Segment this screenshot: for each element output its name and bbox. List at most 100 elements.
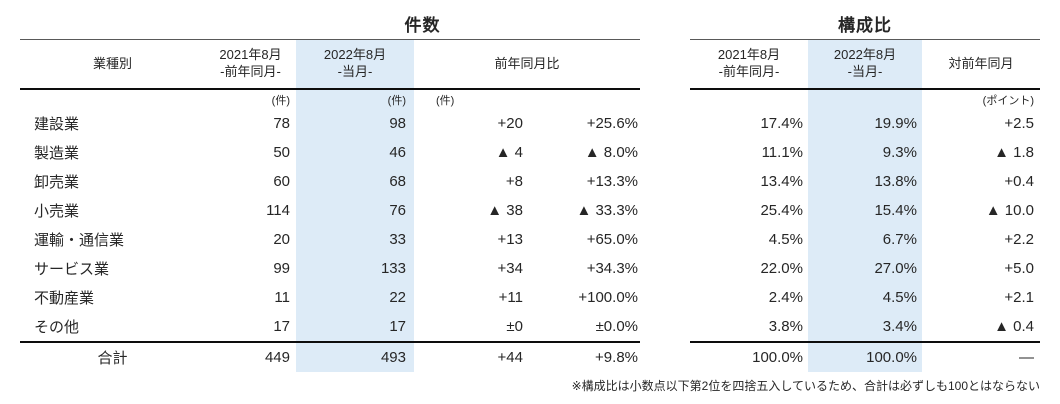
value-cell: 33: [296, 225, 414, 254]
table-row: 13.4% 13.8% +0.4: [690, 167, 1040, 196]
value-cell: +34.3%: [586, 260, 638, 277]
value-cell: 46: [296, 138, 414, 167]
value-cell: +44: [497, 349, 523, 366]
unit-label: (件): [296, 90, 414, 109]
total-row: 100.0% 100.0% —: [690, 341, 1040, 372]
table-row: 運輸・通信業 20 33 +13 +65.0%: [20, 225, 640, 254]
table-row: 11.1% 9.3% ▲ 1.8: [690, 138, 1040, 167]
table-row: その他 17 17 ±0 ±0.0%: [20, 312, 640, 341]
value-cell: 15.4%: [808, 196, 922, 225]
value-cell: +13: [497, 231, 523, 248]
table-row: 4.5% 6.7% +2.2: [690, 225, 1040, 254]
value-cell: ▲ 4: [495, 144, 523, 161]
value-cell: +25.6%: [586, 115, 638, 132]
composition-unit-row: (ポイント): [690, 90, 1040, 109]
value-cell: ▲ 33.3%: [576, 202, 638, 219]
table-row: サービス業 99 133 +34 +34.3%: [20, 254, 640, 283]
table-row: 22.0% 27.0% +5.0: [690, 254, 1040, 283]
value-cell: 17: [296, 312, 414, 341]
value-cell: 25.4%: [760, 202, 803, 219]
value-cell: 99: [273, 260, 290, 277]
counts-table: 件数 業種別 2021年8月 -前年同月- 2022年8月 -当月- 前年同月比…: [20, 8, 640, 372]
value-cell: ▲ 38: [487, 202, 523, 219]
value-cell: +65.0%: [586, 231, 638, 248]
col-header-2022-counts: 2022年8月 -当月-: [296, 40, 414, 88]
value-cell: +2.1: [1004, 289, 1034, 306]
col-header-yoy-counts: 前年同月比: [494, 55, 560, 71]
table-row: 製造業 50 46 ▲ 4 ▲ 8.0%: [20, 138, 640, 167]
table-row: 25.4% 15.4% ▲ 10.0: [690, 196, 1040, 225]
value-cell: 50: [273, 144, 290, 161]
value-cell: 98: [296, 109, 414, 138]
composition-table-body: 17.4% 19.9% +2.5 11.1% 9.3% ▲ 1.8 13.4% 13.8% +0…: [690, 109, 1040, 372]
unit-label: (件): [436, 94, 455, 107]
table-row: 小売業 114 76 ▲ 38 ▲ 33.3%: [20, 196, 640, 225]
row-label: 不動産業: [34, 290, 95, 307]
value-cell: 13.8%: [808, 167, 922, 196]
table-title-kensu: 件数: [20, 8, 640, 40]
table-title-kouseihi: 構成比: [690, 8, 1040, 40]
value-cell: ▲ 0.4: [994, 318, 1034, 335]
value-cell: 78: [273, 115, 290, 132]
value-cell: 22: [296, 283, 414, 312]
value-cell: +2.2: [1004, 231, 1034, 248]
value-cell: ±0: [506, 318, 523, 335]
composition-table: 構成比 2021年8月 -前年同月- 2022年8月 -当月- 対前年同月 (ポ…: [690, 8, 1040, 372]
row-label: 合計: [97, 350, 128, 367]
value-cell: +9.8%: [595, 349, 638, 366]
col-header-2021-ratio: 2021年8月 -前年同月-: [717, 47, 781, 79]
value-cell: 20: [273, 231, 290, 248]
value-cell: ±0.0%: [595, 318, 638, 335]
table-row: 2.4% 4.5% +2.1: [690, 283, 1040, 312]
counts-table-body: 建設業 78 98 +20 +25.6% 製造業 50 46 ▲ 4 ▲ 8.0% 卸売業 60 68 +…: [20, 109, 640, 372]
value-cell: 11: [274, 289, 290, 306]
col-header-2022-ratio: 2022年8月 -当月-: [808, 40, 922, 88]
value-cell: +0.4: [1004, 173, 1034, 190]
value-cell: 449: [264, 349, 290, 366]
value-cell: +13.3%: [586, 173, 638, 190]
value-cell: —: [1019, 349, 1034, 366]
table-row: 3.8% 3.4% ▲ 0.4: [690, 312, 1040, 341]
value-cell: 19.9%: [808, 109, 922, 138]
col-header-industry: 業種別: [92, 55, 132, 71]
value-cell: +100.0%: [578, 289, 638, 306]
value-cell: 4.5%: [808, 283, 922, 312]
value-cell: 3.8%: [768, 318, 803, 335]
value-cell: 27.0%: [808, 254, 922, 283]
total-row: 合計 449 493 +44 +9.8%: [20, 341, 640, 372]
value-cell: 2.4%: [768, 289, 803, 306]
value-cell: 4.5%: [768, 231, 803, 248]
value-cell: 76: [296, 196, 414, 225]
value-cell: 100.0%: [808, 343, 922, 372]
value-cell: 3.4%: [808, 312, 922, 341]
table-row: 17.4% 19.9% +2.5: [690, 109, 1040, 138]
col-header-2021-counts: 2021年8月 -前年同月-: [219, 47, 282, 79]
value-cell: 17: [273, 318, 290, 335]
row-label: 建設業: [34, 116, 80, 133]
counts-unit-row: (件) (件) (件): [20, 90, 640, 109]
row-label: 製造業: [34, 145, 80, 162]
value-cell: 17.4%: [760, 115, 803, 132]
value-cell: 11.1%: [761, 144, 803, 161]
row-label: 運輸・通信業: [34, 232, 125, 249]
value-cell: 133: [296, 254, 414, 283]
value-cell: +5.0: [1004, 260, 1034, 277]
row-label: 卸売業: [34, 174, 80, 191]
value-cell: 100.0%: [752, 349, 803, 366]
value-cell: +8: [505, 173, 523, 190]
value-cell: 68: [296, 167, 414, 196]
row-label: サービス業: [34, 261, 110, 278]
value-cell: +34: [497, 260, 523, 277]
value-cell: +20: [497, 115, 523, 132]
composition-header-row: 2021年8月 -前年同月- 2022年8月 -当月- 対前年同月: [690, 40, 1040, 90]
value-cell: ▲ 1.8: [994, 144, 1034, 161]
footnote: ※構成比は小数点以下第2位を四捨五入しているため、合計は必ずしも100とはならな…: [571, 379, 1040, 393]
row-label: その他: [34, 319, 80, 336]
table-row: 卸売業 60 68 +8 +13.3%: [20, 167, 640, 196]
counts-header-row: 業種別 2021年8月 -前年同月- 2022年8月 -当月- 前年同月比: [20, 40, 640, 90]
table-row: 不動産業 11 22 +11 +100.0%: [20, 283, 640, 312]
value-cell: 114: [266, 202, 290, 219]
value-cell: 6.7%: [808, 225, 922, 254]
value-cell: 9.3%: [808, 138, 922, 167]
value-cell: 493: [296, 343, 414, 372]
